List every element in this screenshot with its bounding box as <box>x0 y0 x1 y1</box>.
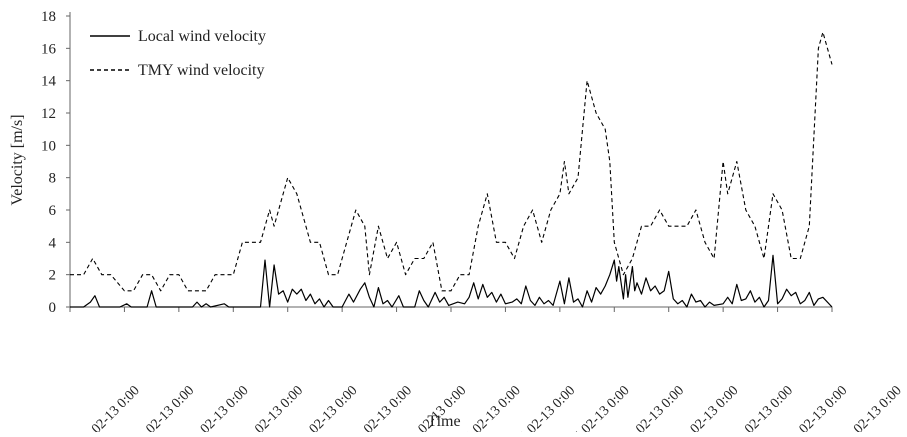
legend-label: TMY wind velocity <box>138 62 265 79</box>
y-tick-label: 16 <box>41 41 57 57</box>
y-tick-label: 12 <box>41 106 56 122</box>
x-tick-label: 19-02-13 0:00 <box>675 383 742 432</box>
x-tick-label: 17-02-13 0:00 <box>566 383 633 432</box>
y-tick-label: 6 <box>49 203 57 219</box>
legend-label: Local wind velocity <box>138 28 266 45</box>
x-tick-label: 22-02-13 0:00 <box>838 383 905 432</box>
x-tick-label: 13-02-13 0:00 <box>348 383 415 432</box>
y-tick-label: 18 <box>41 9 56 25</box>
y-axis-title: Velocity [m/s] <box>9 114 26 205</box>
x-axis-title: Time <box>427 413 460 430</box>
x-tick-label: 20-02-13 0:00 <box>729 383 796 432</box>
y-tick-label: 8 <box>49 171 57 187</box>
tmy-wind-velocity-line <box>70 31 833 292</box>
x-tick-label: 11-02-13 0:00 <box>240 383 307 432</box>
x-tick-label: 21-02-13 0:00 <box>783 383 850 432</box>
legend: Local wind velocity TMY wind velocity <box>90 28 266 79</box>
local-wind-velocity-line <box>70 254 833 308</box>
x-tick-label: 08-02-13 0:00 <box>76 383 143 432</box>
x-tick-label: 09-02-13 0:00 <box>130 383 197 432</box>
x-tick-label: 10-02-13 0:00 <box>185 383 252 432</box>
y-tick-label: 10 <box>41 138 56 154</box>
y-tick-label: 0 <box>49 300 57 316</box>
y-tick-label: 4 <box>49 235 57 251</box>
series-layer <box>70 31 833 308</box>
x-tick-label: 12-02-13 0:00 <box>294 383 361 432</box>
x-tick-label: 18-02-13 0:00 <box>620 383 687 432</box>
y-tick-label: 2 <box>49 268 57 284</box>
y-tick-label: 14 <box>41 74 57 90</box>
x-tick-label: 15-02-13 0:00 <box>457 383 524 432</box>
x-tick-label: 16-02-13 0:00 <box>511 383 578 432</box>
